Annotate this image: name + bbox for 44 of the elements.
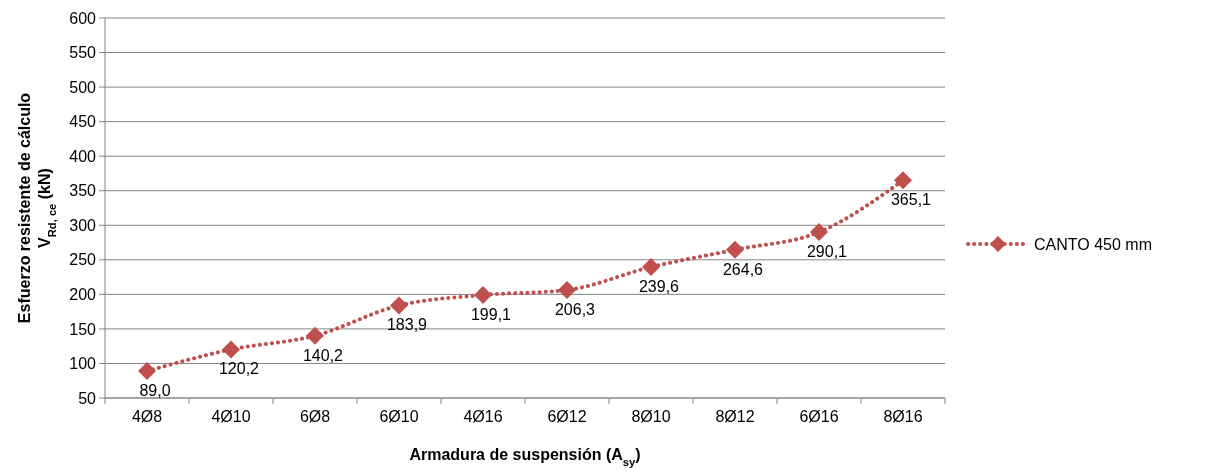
x-tick-label: 6Ø16 [799, 408, 839, 425]
x-tick-label: 6Ø10 [379, 408, 419, 425]
point [138, 362, 156, 381]
y-tick-label: 300 [69, 216, 97, 234]
x-tick-label: 4Ø16 [463, 408, 503, 425]
y-tick-label: 100 [69, 355, 97, 373]
data-label: 120,2 [218, 360, 260, 378]
y-tick-label: 600 [69, 9, 97, 27]
point [810, 223, 828, 242]
legend-label: CANTO 450 mm [1034, 235, 1152, 253]
y-tick-label: 400 [69, 147, 97, 165]
point [390, 296, 408, 315]
x-axis-title: Armadura de suspensión (A$_{sy}$) [409, 446, 641, 468]
x-tick-label: 8Ø12 [715, 408, 755, 425]
point [642, 258, 660, 276]
y-tick-label: 200 [69, 285, 97, 303]
data-label: 89,0 [139, 382, 171, 400]
point [726, 240, 744, 259]
data-label: 199,1 [470, 305, 512, 323]
point [222, 340, 240, 359]
data-label: 239,6 [638, 278, 680, 295]
data-label: 290,1 [806, 243, 848, 261]
x-tick-label: 8Ø16 [883, 408, 923, 425]
y-tick-label: 350 [69, 182, 97, 200]
data-label: 206,3 [554, 301, 596, 319]
point [894, 171, 912, 190]
point [474, 285, 492, 304]
x-tick-label: 6Ø8 [299, 408, 331, 425]
x-tick-label: 6Ø12 [547, 408, 587, 425]
data-label: 264,6 [722, 260, 764, 278]
y-tick-label: 450 [69, 113, 97, 131]
y-tick-label: 250 [69, 251, 97, 269]
y-tick-label: 550 [69, 44, 97, 62]
y-tick-label: 150 [69, 320, 97, 338]
x-tick-label: 8Ø10 [631, 408, 671, 425]
point [306, 326, 324, 345]
x-tick-label: 4Ø8 [131, 408, 163, 425]
y-tick-label: 500 [69, 78, 97, 96]
y-tick-label: 50 [78, 389, 97, 407]
x-tick-label: 4Ø10 [211, 408, 251, 425]
data-label: 140,2 [302, 346, 344, 364]
point [558, 281, 576, 300]
data-label: 365,1 [890, 191, 932, 209]
data-label: 183,9 [386, 316, 428, 334]
